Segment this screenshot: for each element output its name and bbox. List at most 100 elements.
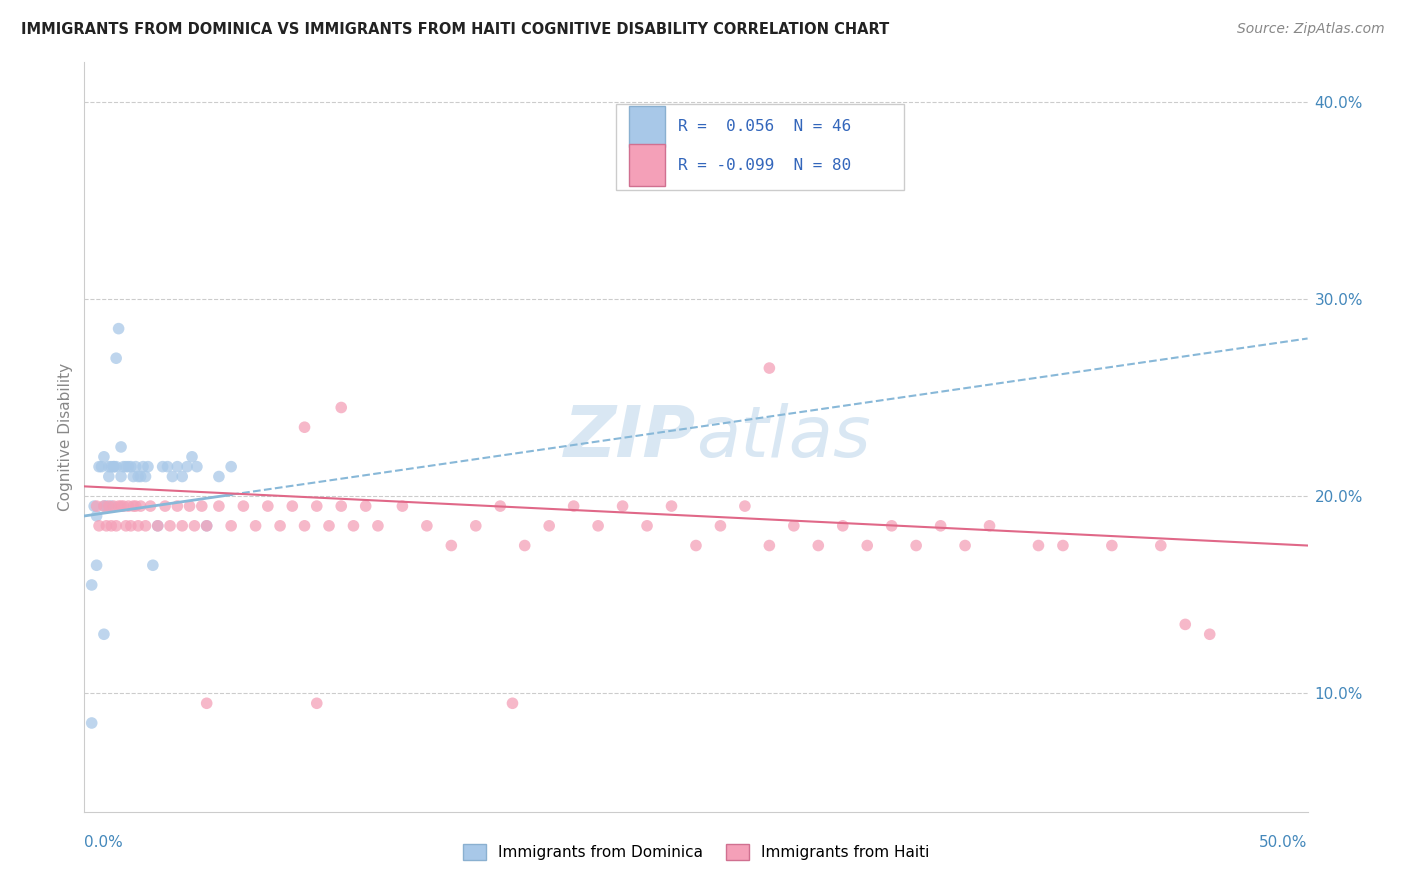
Point bbox=[562, 499, 585, 513]
Point bbox=[391, 499, 413, 513]
Point bbox=[195, 518, 218, 533]
Point bbox=[440, 539, 463, 553]
Point bbox=[294, 420, 316, 434]
Text: IMMIGRANTS FROM DOMINICA VS IMMIGRANTS FROM HAITI COGNITIVE DISABILITY CORRELATI: IMMIGRANTS FROM DOMINICA VS IMMIGRANTS F… bbox=[21, 22, 890, 37]
Point bbox=[612, 499, 634, 513]
Point bbox=[758, 539, 780, 553]
Point bbox=[208, 469, 231, 483]
Point bbox=[162, 469, 184, 483]
Text: atlas: atlas bbox=[696, 402, 870, 472]
Point bbox=[105, 351, 128, 366]
Point bbox=[186, 459, 208, 474]
Point bbox=[139, 499, 162, 513]
Point bbox=[115, 518, 138, 533]
Point bbox=[136, 459, 159, 474]
Point bbox=[86, 508, 108, 523]
Point bbox=[166, 499, 188, 513]
Point bbox=[685, 539, 707, 553]
Point bbox=[172, 469, 194, 483]
Point bbox=[166, 459, 188, 474]
Point bbox=[1174, 617, 1197, 632]
Point bbox=[142, 558, 165, 573]
Point bbox=[96, 499, 118, 513]
Point bbox=[208, 499, 231, 513]
Point bbox=[489, 499, 512, 513]
Point bbox=[90, 459, 112, 474]
Point bbox=[294, 518, 316, 533]
Point bbox=[129, 469, 152, 483]
Point bbox=[416, 518, 439, 533]
Point bbox=[97, 469, 120, 483]
Text: ZIP: ZIP bbox=[564, 402, 696, 472]
Point bbox=[905, 539, 928, 553]
Point bbox=[105, 518, 128, 533]
Point bbox=[117, 459, 139, 474]
Point bbox=[783, 518, 806, 533]
Bar bbox=[628, 105, 665, 147]
Point bbox=[97, 499, 120, 513]
Point bbox=[195, 696, 218, 710]
Point bbox=[181, 450, 204, 464]
Point bbox=[107, 499, 129, 513]
Point bbox=[127, 518, 149, 533]
Legend: Immigrants from Dominica, Immigrants from Haiti: Immigrants from Dominica, Immigrants fro… bbox=[463, 845, 929, 860]
Point bbox=[152, 459, 174, 474]
Point bbox=[110, 440, 132, 454]
Point bbox=[586, 518, 609, 533]
Point bbox=[330, 401, 353, 415]
Point bbox=[330, 499, 353, 513]
Point bbox=[80, 578, 103, 592]
Point bbox=[97, 459, 120, 474]
Point bbox=[83, 499, 105, 513]
Bar bbox=[628, 145, 665, 186]
Point bbox=[127, 469, 149, 483]
Point bbox=[195, 518, 218, 533]
Point bbox=[135, 518, 157, 533]
Point bbox=[758, 361, 780, 376]
Point bbox=[734, 499, 756, 513]
Point bbox=[502, 696, 524, 710]
Point bbox=[80, 716, 103, 731]
Text: R =  0.056  N = 46: R = 0.056 N = 46 bbox=[678, 119, 851, 134]
Point bbox=[172, 518, 194, 533]
Point bbox=[146, 518, 169, 533]
Point bbox=[513, 539, 536, 553]
Point bbox=[132, 459, 155, 474]
Text: Source: ZipAtlas.com: Source: ZipAtlas.com bbox=[1237, 22, 1385, 37]
Point bbox=[1052, 539, 1074, 553]
Point bbox=[153, 499, 176, 513]
Point bbox=[93, 627, 115, 641]
Point bbox=[232, 499, 254, 513]
Point bbox=[115, 459, 138, 474]
Point bbox=[110, 469, 132, 483]
Text: 0.0%: 0.0% bbox=[84, 836, 124, 850]
Point bbox=[125, 459, 148, 474]
Point bbox=[367, 518, 389, 533]
Point bbox=[191, 499, 214, 513]
Point bbox=[953, 539, 976, 553]
Point bbox=[880, 518, 903, 533]
Point bbox=[107, 321, 129, 335]
Point bbox=[112, 499, 135, 513]
Point bbox=[929, 518, 952, 533]
Point bbox=[281, 499, 304, 513]
Point bbox=[179, 499, 201, 513]
Point bbox=[86, 499, 108, 513]
Point bbox=[464, 518, 486, 533]
Point bbox=[87, 518, 110, 533]
Point bbox=[183, 518, 205, 533]
Point bbox=[146, 518, 169, 533]
Point bbox=[1150, 539, 1173, 553]
Point bbox=[103, 459, 125, 474]
Point bbox=[538, 518, 561, 533]
Point bbox=[110, 499, 132, 513]
Point bbox=[269, 518, 291, 533]
Point bbox=[129, 499, 152, 513]
Point bbox=[979, 518, 1001, 533]
Point bbox=[1198, 627, 1220, 641]
Point bbox=[122, 499, 145, 513]
Point bbox=[112, 459, 135, 474]
Point bbox=[831, 518, 853, 533]
Point bbox=[159, 518, 181, 533]
Point bbox=[305, 499, 328, 513]
